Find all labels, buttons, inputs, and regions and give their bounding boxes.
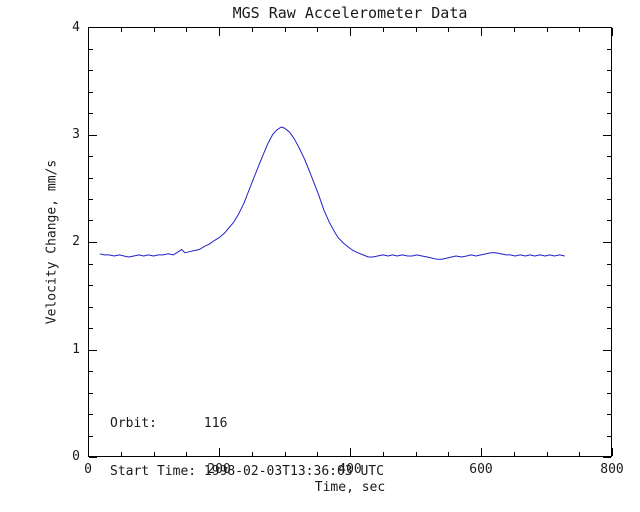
x-tick-label: 0 bbox=[84, 462, 92, 477]
x-axis-label: Time, sec bbox=[314, 480, 386, 495]
x-tick-label: 400 bbox=[338, 462, 362, 477]
y-tick-label: 1 bbox=[72, 342, 80, 357]
y-tick-label: 2 bbox=[72, 234, 80, 249]
x-tick-label: 600 bbox=[469, 462, 493, 477]
y-tick-label: 0 bbox=[72, 449, 80, 464]
x-axis-ticks bbox=[88, 28, 613, 456]
annotation-start-time: Start Time: 1998-02-03T13:36:03 UTC bbox=[110, 464, 384, 479]
annotation-orbit: Orbit: 116 bbox=[110, 416, 228, 431]
x-tick-label: 800 bbox=[600, 462, 624, 477]
annotation-block: Orbit: 116 Start Time: 1998-02-03T13:36:… bbox=[110, 384, 384, 512]
plot-frame bbox=[88, 27, 612, 457]
y-axis-ticks bbox=[89, 27, 611, 458]
y-tick-label: 3 bbox=[72, 127, 80, 142]
y-tick-label: 4 bbox=[72, 20, 80, 35]
x-tick-label: 200 bbox=[207, 462, 231, 477]
chart-title: MGS Raw Accelerometer Data bbox=[232, 4, 468, 22]
data-line bbox=[99, 126, 565, 260]
